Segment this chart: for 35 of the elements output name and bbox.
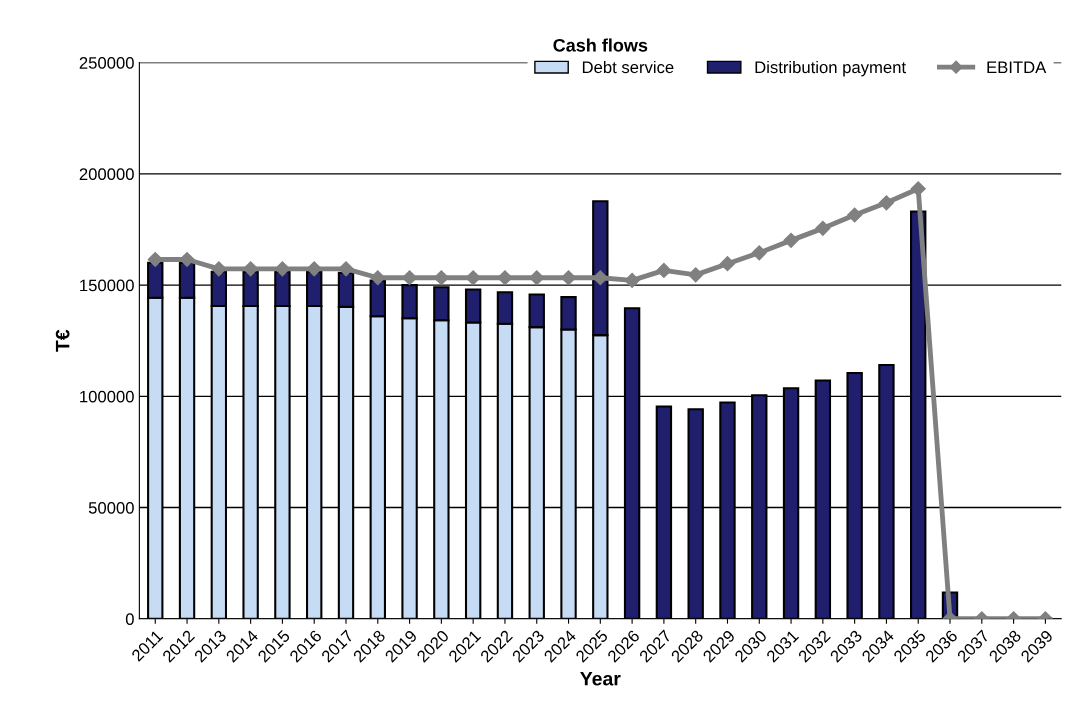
point (338, 261, 354, 277)
point (847, 207, 863, 223)
x-axis-title: Year (580, 671, 621, 686)
point (719, 256, 736, 272)
point (402, 270, 418, 286)
y-tick-label: 150000 (80, 279, 134, 292)
point (370, 270, 386, 286)
point (656, 262, 672, 278)
point (274, 261, 290, 277)
point (910, 181, 926, 197)
legend-label: Distribution payment (755, 60, 906, 77)
y-tick-label: 200000 (79, 168, 134, 181)
point (783, 232, 799, 248)
point (147, 251, 163, 268)
legend-label: Debt service (582, 60, 674, 74)
point (624, 272, 640, 288)
y-tick-label: 100000 (80, 390, 134, 403)
point (306, 261, 322, 277)
point (497, 270, 513, 286)
chart-title: Cash flows (553, 38, 648, 52)
point (243, 261, 259, 277)
point (751, 245, 767, 261)
y-tick-label: 250000 (79, 57, 134, 69)
point (815, 220, 831, 236)
y-tick-label: 50000 (88, 501, 134, 514)
legend-label: EBITDA (987, 61, 1047, 73)
point (688, 267, 704, 283)
point (592, 270, 608, 286)
point (878, 195, 895, 211)
point (529, 270, 545, 286)
point (465, 270, 481, 286)
point (433, 270, 449, 286)
point (211, 261, 227, 277)
y-tick-label: 0 (125, 613, 134, 625)
y-axis-title: T€ (55, 329, 70, 352)
